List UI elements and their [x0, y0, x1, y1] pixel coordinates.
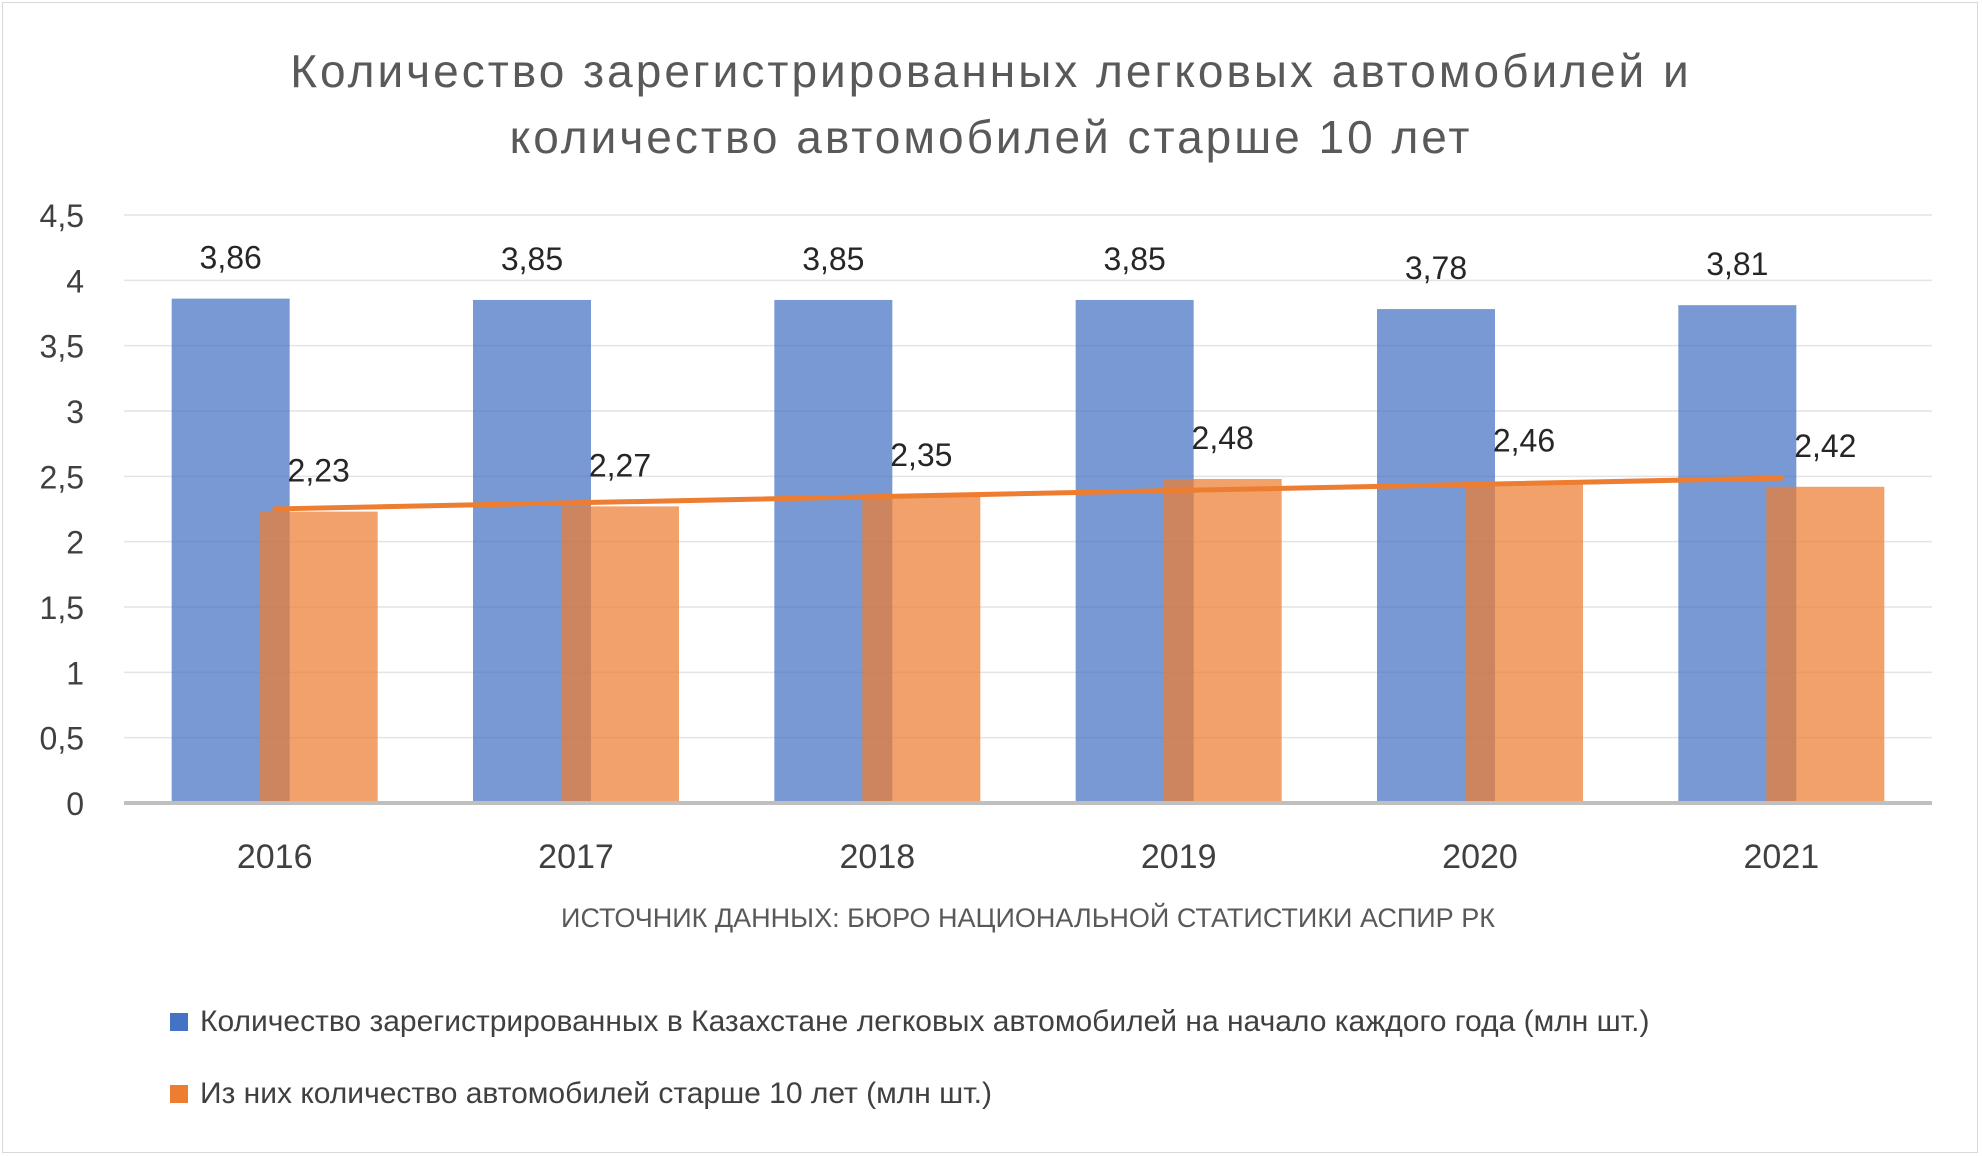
x-tick-label: 2017 [538, 838, 614, 876]
data-label-old: 2,27 [589, 447, 651, 483]
y-tick-label: 1,5 [40, 590, 84, 626]
bar-old [1163, 478, 1282, 803]
chart-title: Количество зарегистрированных легковых а… [0, 38, 1982, 170]
chart-title-line-2: количество автомобилей старше 10 лет [509, 111, 1473, 163]
legend-swatch-old [170, 1085, 188, 1103]
data-label-total: 3,85 [1104, 241, 1166, 277]
y-tick-label: 3,5 [40, 329, 84, 365]
y-tick-label: 1 [66, 655, 84, 691]
y-tick-label: 2 [66, 525, 84, 561]
y-tick-label: 0,5 [40, 721, 84, 757]
data-label-old: 2,35 [890, 437, 952, 473]
legend-item-old: Из них количество автомобилей старше 10 … [170, 1074, 1649, 1114]
data-label-total: 3,85 [501, 241, 563, 277]
x-tick-label: 2018 [840, 838, 916, 876]
x-tick-label: 2019 [1141, 838, 1217, 876]
data-label-total: 3,78 [1405, 250, 1467, 286]
legend-label-total: Количество зарегистрированных в Казахста… [200, 1005, 1650, 1038]
chart-title-line-1: Количество зарегистрированных легковых а… [290, 45, 1692, 97]
y-tick-label: 4 [66, 263, 84, 299]
data-label-total: 3,85 [802, 241, 864, 277]
bar-old [862, 495, 981, 803]
data-label-old: 2,42 [1794, 428, 1856, 464]
y-tick-label: 4,5 [40, 198, 84, 234]
bar-old [1766, 486, 1885, 803]
y-tick-label: 0 [66, 786, 84, 822]
data-label-total: 3,86 [200, 240, 262, 276]
x-tick-label: 2016 [237, 838, 313, 876]
bar-old [561, 506, 679, 803]
data-label-old: 2,23 [288, 453, 350, 489]
trendline [272, 475, 1784, 512]
legend-item-total: Количество зарегистрированных в Казахста… [170, 1002, 1649, 1042]
y-tick-label: 3 [66, 394, 84, 430]
legend-swatch-total [170, 1013, 188, 1031]
legend-label-old: Из них количество автомобилей старше 10 … [200, 1077, 992, 1110]
legend: Количество зарегистрированных в Казахста… [170, 1002, 1649, 1146]
data-label-old: 2,46 [1493, 423, 1555, 459]
data-label-total: 3,81 [1706, 246, 1768, 282]
bar-old [1465, 481, 1583, 803]
x-axis-title: ИСТОЧНИК ДАННЫХ: БЮРО НАЦИОНАЛЬНОЙ СТАТИ… [561, 902, 1495, 933]
bar-old [259, 511, 378, 803]
x-tick-label: 2021 [1744, 838, 1820, 876]
x-tick-label: 2020 [1442, 838, 1518, 876]
data-label-old: 2,48 [1192, 420, 1254, 456]
y-tick-label: 2,5 [40, 459, 84, 495]
